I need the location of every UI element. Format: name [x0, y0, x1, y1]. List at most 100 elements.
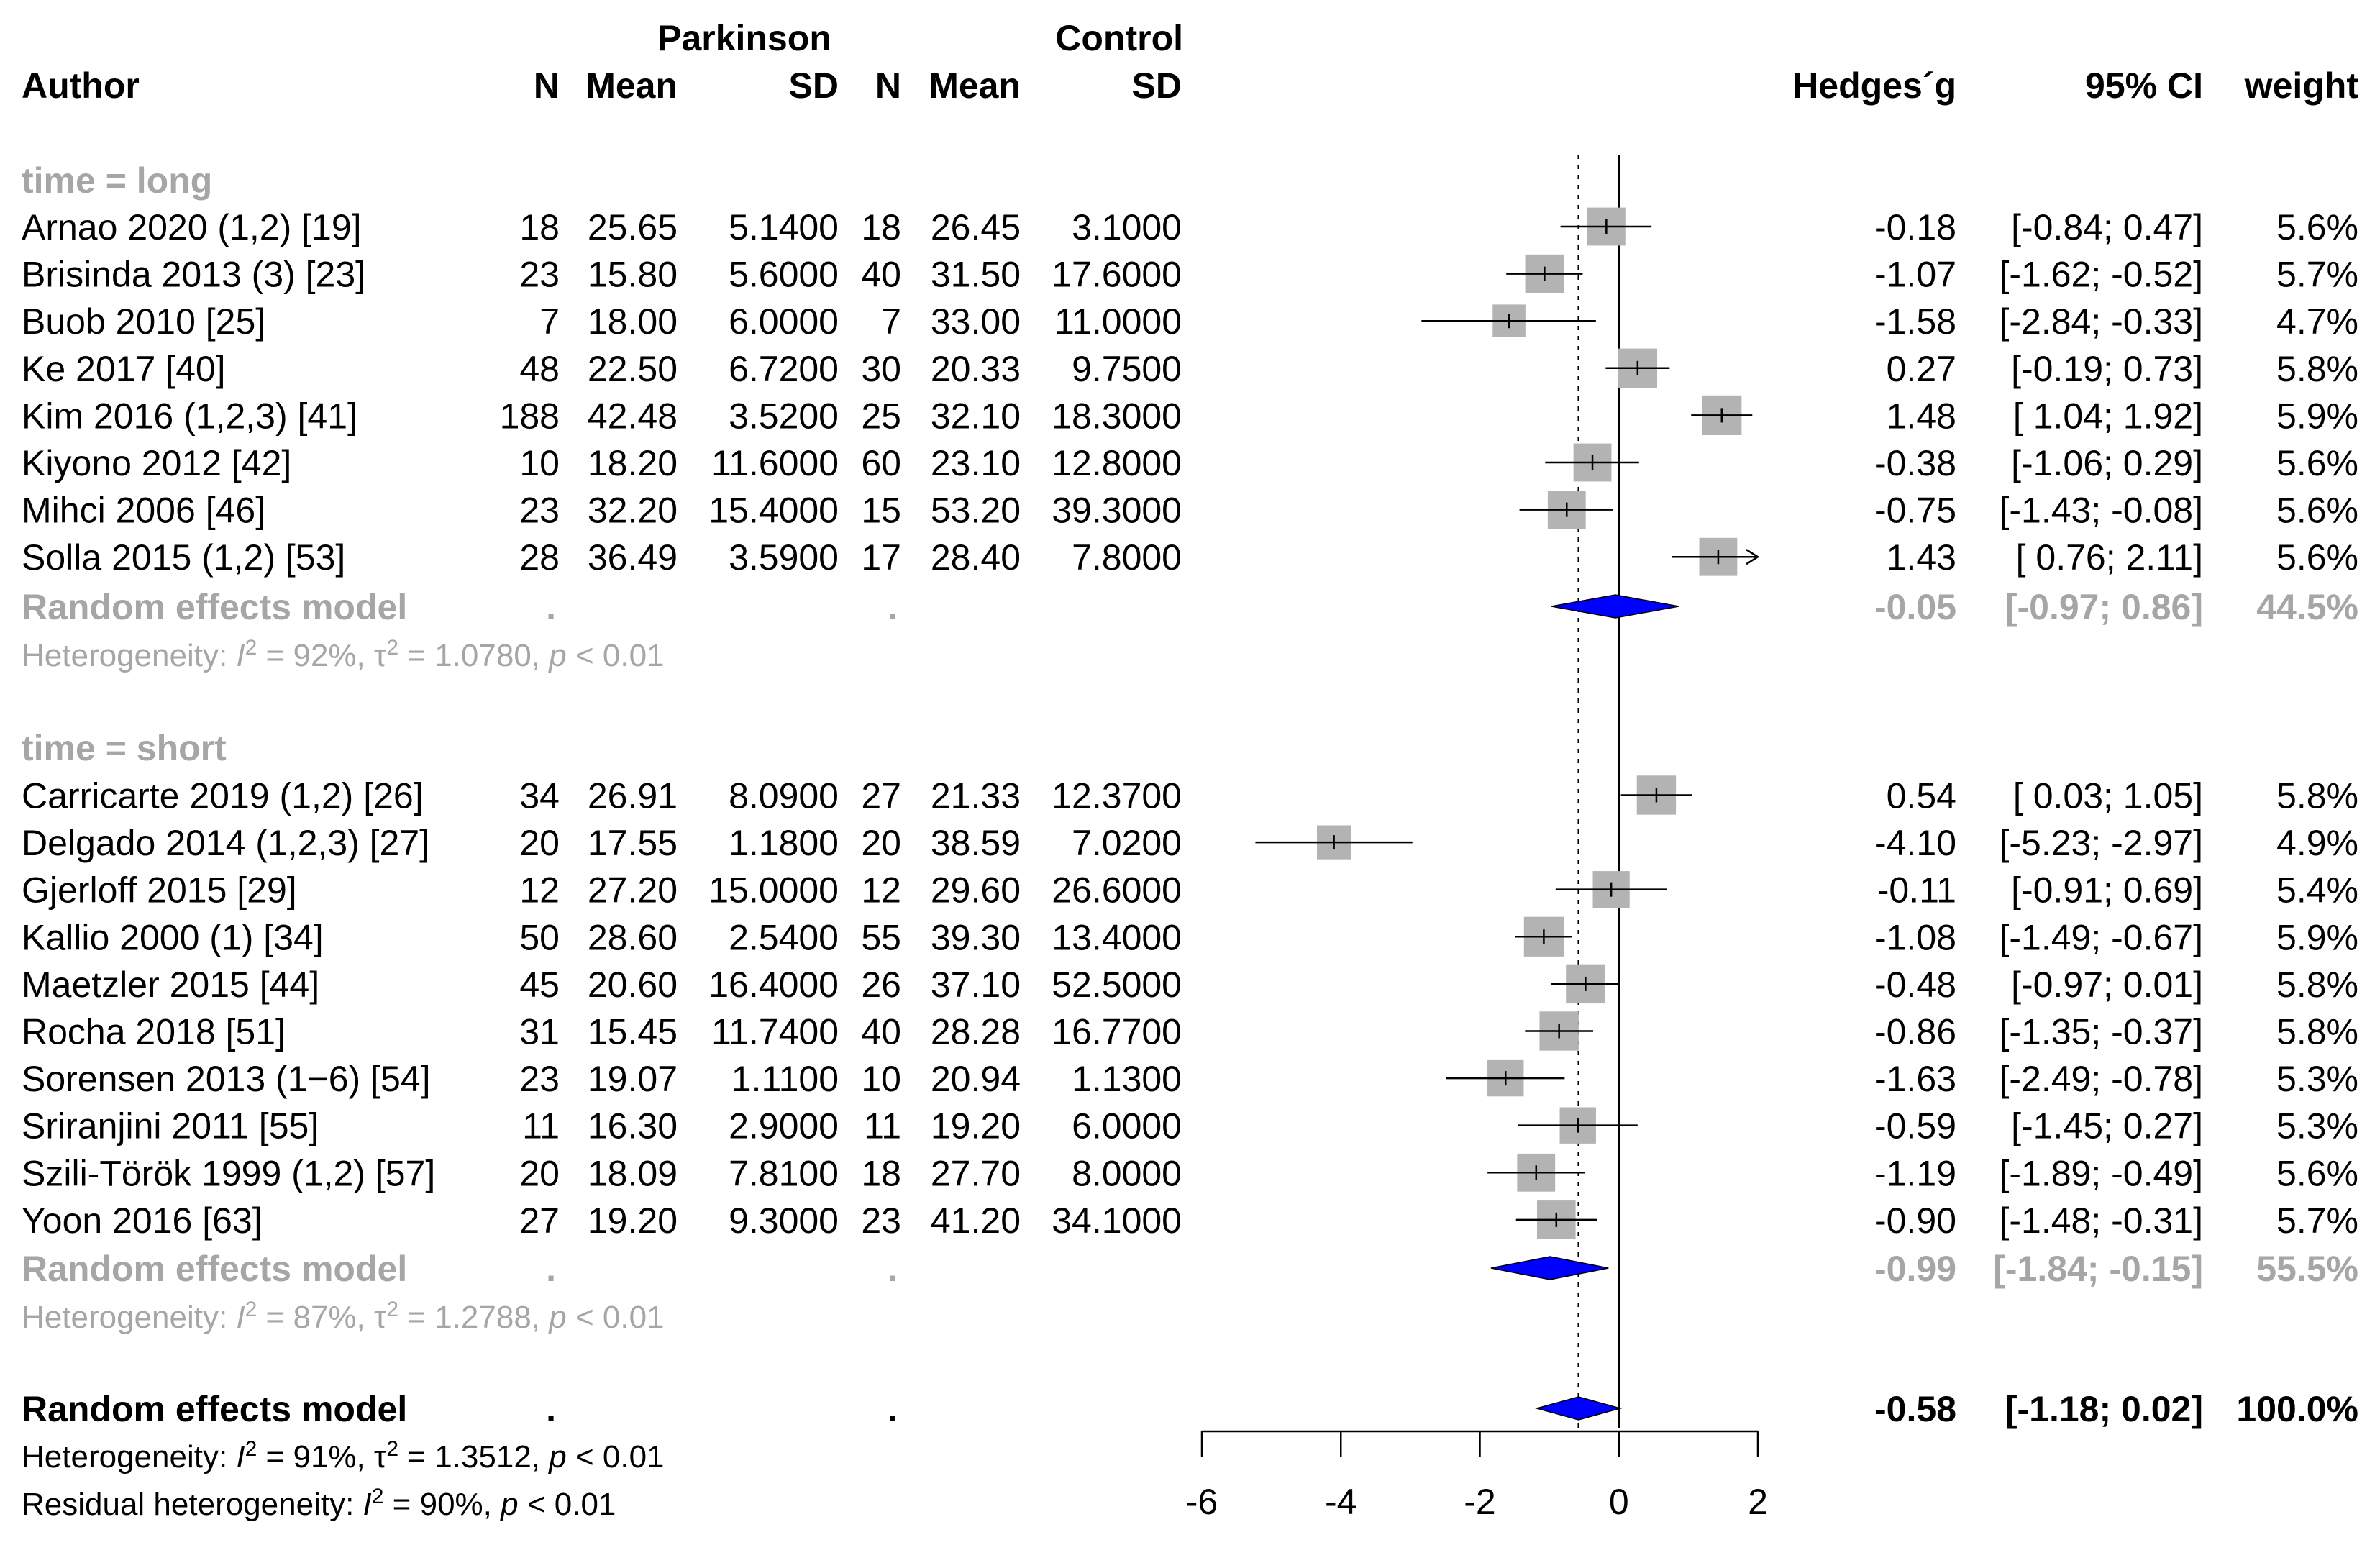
study-mean1: 28.60 [588, 917, 678, 957]
heterogeneity-part: = 1.3512, [398, 1439, 549, 1475]
heterogeneity-part: = 87%, [257, 1300, 374, 1335]
study-mean2: 31.50 [931, 255, 1021, 295]
study-ci: [-0.97; 0.01] [2011, 965, 2203, 1005]
study-effect: -1.58 [1874, 301, 1956, 342]
heterogeneity-part: 2 [245, 1298, 257, 1321]
subgroup-model-ci: [-0.97; 0.86] [2005, 587, 2203, 627]
heterogeneity-part: = 91%, [257, 1439, 374, 1475]
x-axis-tick-label: -4 [1325, 1482, 1357, 1522]
study-ci: [-2.49; -0.78] [2000, 1059, 2204, 1099]
study-ci: [-1.48; -0.31] [2000, 1200, 2204, 1241]
column-headers: Parkinson Control Author N Mean SD N Mea… [22, 18, 2358, 106]
mean2-header: Mean [929, 65, 1021, 106]
study-weight: 4.9% [2276, 823, 2358, 863]
study-sd1: 5.6000 [729, 255, 839, 295]
heterogeneity-part: p [547, 1439, 566, 1475]
study-sd2: 11.0000 [1054, 301, 1182, 342]
overall-model-weight: 100.0% [2236, 1389, 2358, 1429]
study-sd2: 1.1300 [1072, 1059, 1182, 1099]
study-n2: 7 [881, 301, 901, 342]
study-effect: 0.54 [1887, 775, 1956, 816]
subgroup-model-n1: . [546, 587, 556, 627]
heterogeneity-part: Residual heterogeneity: [22, 1487, 363, 1522]
study-mean2: 41.20 [931, 1200, 1021, 1241]
study-mean1: 18.00 [588, 301, 678, 342]
study-n2: 17 [861, 537, 901, 578]
study-ci: [ 1.04; 1.92] [2013, 396, 2203, 436]
overall-heterogeneity: Heterogeneity: I2 = 91%, τ2 = 1.3512, p … [22, 1437, 665, 1475]
study-mean1: 25.65 [588, 207, 678, 247]
study-n1: 11 [522, 1106, 560, 1147]
study-sd2: 6.0000 [1072, 1106, 1182, 1147]
study-effect: -1.07 [1874, 255, 1956, 295]
study-n2: 40 [861, 1011, 901, 1052]
study-n2: 11 [864, 1106, 901, 1147]
study-sd2: 3.1000 [1072, 207, 1182, 247]
study-mean2: 23.10 [931, 443, 1021, 483]
study-weight: 5.6% [2276, 443, 2358, 483]
subgroup-model-label: Random effects model [22, 1249, 407, 1289]
study-mean2: 39.30 [931, 917, 1021, 957]
study-n1: 45 [519, 965, 560, 1005]
study-ci: [-2.84; -0.33] [2000, 301, 2204, 342]
study-sd1: 3.5200 [729, 396, 839, 436]
subgroup-model-weight: 44.5% [2256, 587, 2358, 627]
study-sd1: 1.1100 [731, 1059, 839, 1099]
heterogeneity-part: = 90%, [383, 1487, 501, 1522]
study-n1: 12 [519, 870, 560, 911]
study-sd1: 7.8100 [729, 1153, 839, 1193]
study-effect: -0.48 [1874, 965, 1956, 1005]
study-weight: 5.9% [2276, 917, 2358, 957]
study-mean1: 15.45 [588, 1011, 678, 1052]
study-sd1: 6.7200 [729, 349, 839, 389]
study-n2: 25 [861, 396, 901, 436]
study-mean2: 29.60 [931, 870, 1021, 911]
study-n2: 30 [861, 349, 901, 389]
study-sd2: 8.0000 [1072, 1153, 1182, 1193]
study-n1: 10 [519, 443, 560, 483]
study-weight: 5.8% [2276, 1011, 2358, 1052]
study-sd1: 2.5400 [729, 917, 839, 957]
heterogeneity-part: 2 [245, 636, 257, 660]
study-weight: 4.7% [2276, 301, 2358, 342]
overall-model-n2: . [888, 1389, 898, 1429]
study-n1: 20 [519, 823, 560, 863]
study-n1: 34 [519, 775, 560, 816]
study-mean2: 53.20 [931, 491, 1021, 531]
heterogeneity-part: I [363, 1487, 372, 1522]
subgroup-label: time = short [22, 728, 227, 768]
study-n2: 55 [861, 917, 901, 957]
subgroup-label: time = long [22, 160, 212, 201]
study-weight: 5.3% [2276, 1059, 2358, 1099]
study-weight: 5.8% [2276, 775, 2358, 816]
x-axis-tick-label: 2 [1748, 1482, 1768, 1522]
study-weight: 5.4% [2276, 870, 2358, 911]
study-weight: 5.6% [2276, 537, 2358, 578]
study-sd2: 9.7500 [1072, 349, 1182, 389]
study-mean2: 38.59 [931, 823, 1021, 863]
study-sd1: 3.5900 [729, 537, 839, 578]
study-sd1: 2.9000 [729, 1106, 839, 1147]
heterogeneity-part: 2 [386, 1298, 398, 1321]
subgroup-model-ci: [-1.84; -0.15] [1993, 1249, 2203, 1289]
study-mean1: 20.60 [588, 965, 678, 1005]
study-n1: 188 [500, 396, 560, 436]
study-sd1: 11.6000 [711, 443, 839, 483]
study-ci: [ 0.76; 2.11] [2016, 537, 2203, 578]
study-sd2: 16.7700 [1052, 1011, 1182, 1052]
study-author: Maetzler 2015 [44] [22, 965, 319, 1005]
subgroup-heterogeneity: Heterogeneity: I2 = 87%, τ2 = 1.2788, p … [22, 1298, 665, 1336]
heterogeneity-part: τ [374, 1300, 387, 1335]
heterogeneity-part: 2 [386, 636, 398, 660]
residual-heterogeneity: Residual heterogeneity: I2 = 90%, p < 0.… [22, 1485, 616, 1523]
study-ci: [-1.06; 0.29] [2011, 443, 2203, 483]
study-rows: time = long Arnao 2020 (1,2) [19] 18 25.65 5… [22, 160, 2358, 1522]
study-mean1: 18.09 [588, 1153, 678, 1193]
heterogeneity-part: τ [374, 1439, 387, 1475]
study-n1: 23 [519, 1059, 560, 1099]
x-axis-tick-label: -6 [1186, 1482, 1218, 1522]
study-n2: 60 [861, 443, 901, 483]
study-n1: 48 [519, 349, 560, 389]
overall-model-effect: -0.58 [1874, 1389, 1956, 1429]
